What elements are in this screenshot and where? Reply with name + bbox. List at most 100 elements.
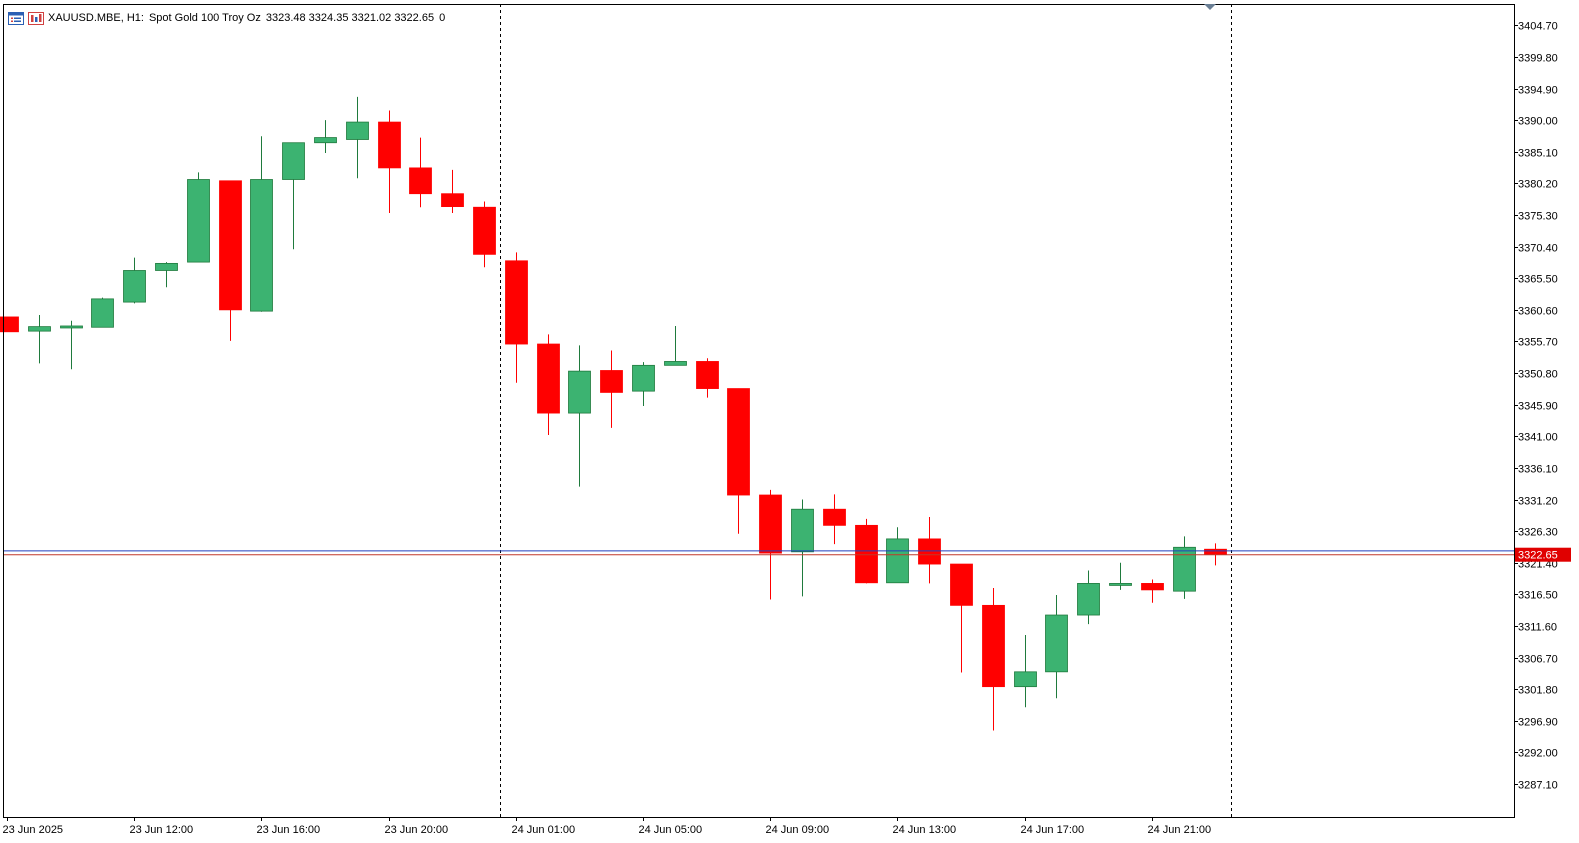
time-tick-label: 23 Jun 20:00 <box>385 824 449 836</box>
price-tick-label: 3301.80 <box>1518 685 1558 697</box>
bullish-candle <box>632 362 655 406</box>
candle-body <box>346 121 369 140</box>
price-tick-label: 3331.20 <box>1518 496 1558 508</box>
candle-body <box>823 508 846 526</box>
bullish-candle <box>250 136 273 312</box>
candle-body <box>0 316 19 333</box>
time-tick-label: 24 Jun 13:00 <box>893 824 957 836</box>
candle-body <box>950 563 973 606</box>
candle-body <box>664 361 687 366</box>
candle-body <box>855 524 878 584</box>
price-tick-label: 3292.00 <box>1518 748 1558 760</box>
bullish-candle <box>791 499 814 597</box>
price-marker-label: 3322.65 <box>1518 550 1558 562</box>
candle-body <box>1014 671 1037 688</box>
price-tick-label: 3380.20 <box>1518 179 1558 191</box>
candle-body <box>155 262 178 271</box>
time-tick-label: 24 Jun 17:00 <box>1021 824 1085 836</box>
candle-body <box>696 361 719 389</box>
bearish-candle <box>378 110 401 214</box>
bearish-candle <box>0 316 19 333</box>
candle-body <box>219 180 242 311</box>
candle-body <box>886 538 909 584</box>
bullish-candle <box>91 297 114 328</box>
chart-frame <box>3 4 1515 818</box>
candle-body <box>91 298 114 328</box>
price-tick-label: 3287.10 <box>1518 780 1558 792</box>
list-window-icon[interactable] <box>8 11 24 25</box>
price-axis: 3287.10 3292.00 3296.90 3301.80 3306.70 3311.… <box>1514 21 1558 792</box>
candle-body <box>314 137 337 144</box>
candle-body <box>123 270 146 303</box>
time-tick-label: 24 Jun 05:00 <box>639 824 703 836</box>
price-tick-label: 3404.70 <box>1518 21 1558 33</box>
candle-body <box>982 604 1005 688</box>
day-separators <box>500 4 1232 817</box>
price-tick-label: 3350.80 <box>1518 369 1558 381</box>
bullish-candle <box>568 345 591 487</box>
price-tick-label: 3336.10 <box>1518 464 1558 476</box>
bearish-candle <box>950 563 973 673</box>
chart-properties-icon[interactable] <box>28 11 44 25</box>
price-lines <box>3 550 1514 556</box>
bullish-candle <box>123 257 146 304</box>
candle-body <box>505 260 528 345</box>
bullish-candle <box>1077 570 1100 625</box>
bearish-candle <box>600 350 623 428</box>
candle-body <box>1109 583 1132 586</box>
bearish-candle <box>823 494 846 545</box>
bearish-candle <box>727 388 750 534</box>
candle-body <box>1077 583 1100 616</box>
bearish-candle <box>409 137 432 208</box>
ohlc-values: 3323.48 3324.35 3321.02 3322.65 <box>265 12 435 24</box>
symbol-period: XAUUSD.MBE, H1: <box>48 12 144 24</box>
candle-body <box>1173 546 1196 592</box>
bullish-candle <box>1173 536 1196 599</box>
candle-body <box>600 370 623 393</box>
price-tick-label: 3390.00 <box>1518 116 1558 128</box>
bullish-candle <box>346 96 369 179</box>
header-trailing: 0 <box>439 12 446 24</box>
time-tick-label: 23 Jun 16:00 <box>257 824 321 836</box>
bearish-candle <box>441 169 464 214</box>
bullish-candle <box>664 325 687 366</box>
candle-body <box>473 206 496 255</box>
price-marker-box <box>1515 547 1571 562</box>
bullish-candle <box>60 320 83 370</box>
candle-body <box>1204 548 1227 555</box>
shift-marker-icon <box>1204 4 1216 10</box>
time-axis: 23 Jun 2025 23 Jun 12:00 23 Jun 16:00 23 Ju… <box>3 817 1212 836</box>
candle-body <box>1141 583 1164 591</box>
bearish-candle <box>759 489 782 600</box>
time-tick-label: 24 Jun 21:00 <box>1148 824 1212 836</box>
bearish-candle <box>219 180 242 341</box>
price-tick-label: 3345.90 <box>1518 401 1558 413</box>
bearish-candle <box>1141 579 1164 603</box>
candle-body <box>409 167 432 195</box>
bearish-candle <box>918 516 941 584</box>
candle-body <box>568 370 591 414</box>
chart-header: XAUUSD.MBE, H1: Spot Gold 100 Troy Oz 33… <box>8 9 450 27</box>
bullish-candle <box>28 315 51 364</box>
candle-body <box>250 179 273 312</box>
bullish-candle <box>155 262 178 288</box>
price-tick-label: 3341.00 <box>1518 432 1558 444</box>
time-tick-label: 24 Jun 01:00 <box>512 824 576 836</box>
price-tick-label: 3316.50 <box>1518 590 1558 602</box>
bearish-candle <box>696 358 719 398</box>
candle-body <box>632 364 655 392</box>
bullish-candle <box>282 142 305 250</box>
bearish-candle <box>537 334 560 436</box>
price-tick-label: 3370.40 <box>1518 243 1558 255</box>
price-tick-label: 3399.80 <box>1518 53 1558 65</box>
price-tick-label: 3385.10 <box>1518 148 1558 160</box>
candle-body <box>282 142 305 180</box>
candle-body <box>759 494 782 554</box>
price-tick-label: 3311.60 <box>1518 622 1557 634</box>
bullish-candle <box>187 172 210 263</box>
price-tick-label: 3394.90 <box>1518 85 1558 97</box>
bearish-candle <box>982 587 1005 731</box>
bullish-candle <box>1045 595 1068 699</box>
bullish-candle <box>1109 562 1132 590</box>
